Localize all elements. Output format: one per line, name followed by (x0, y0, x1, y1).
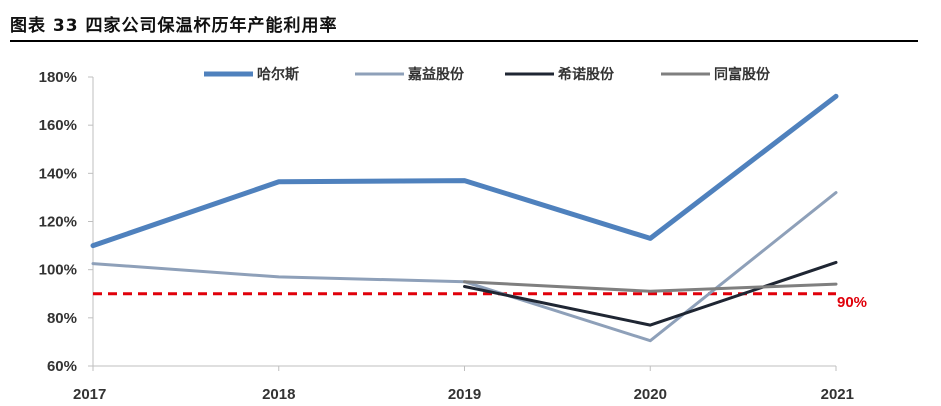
y-tick-label: 160% (39, 117, 77, 134)
y-tick-label: 120% (39, 214, 77, 231)
title-divider (10, 40, 918, 42)
y-tick-label: 80% (47, 310, 77, 327)
y-tick-label: 60% (47, 358, 77, 375)
legend-label: 同富股份 (714, 66, 771, 83)
series-line-3 (463, 280, 838, 293)
series-layer (90, 93, 839, 343)
legend-label: 哈尔斯 (257, 66, 299, 83)
legend: 哈尔斯 嘉益股份 希诺股份 同富股份 (204, 66, 771, 83)
figure-title: 图表 33 四家公司保温杯历年产能利用率 (10, 15, 338, 36)
figure-title-row: 图表 33 四家公司保温杯历年产能利用率 (10, 8, 920, 38)
y-tick-label: 100% (39, 262, 77, 279)
x-tick-label: 2018 (262, 386, 295, 403)
x-tick-label: 2019 (448, 386, 481, 403)
legend-label: 希诺股份 (558, 66, 615, 83)
series-line-1 (91, 191, 838, 343)
x-tick-label: 2020 (634, 386, 667, 403)
axis-layer: 60% 80% 100% 120% 140% 160% 180% 2017 2018 2019 20… (39, 69, 854, 403)
y-tick-label: 140% (39, 165, 77, 182)
reference-line-label: 90% (837, 294, 867, 311)
y-tick-label: 180% (39, 69, 77, 86)
x-tick-label: 2021 (821, 386, 854, 403)
reference-layer: 90% (93, 292, 867, 311)
series-line-0 (90, 93, 839, 249)
x-tick-label: 2017 (73, 386, 106, 403)
legend-label: 嘉益股份 (407, 66, 465, 83)
series-line-2 (463, 260, 838, 327)
